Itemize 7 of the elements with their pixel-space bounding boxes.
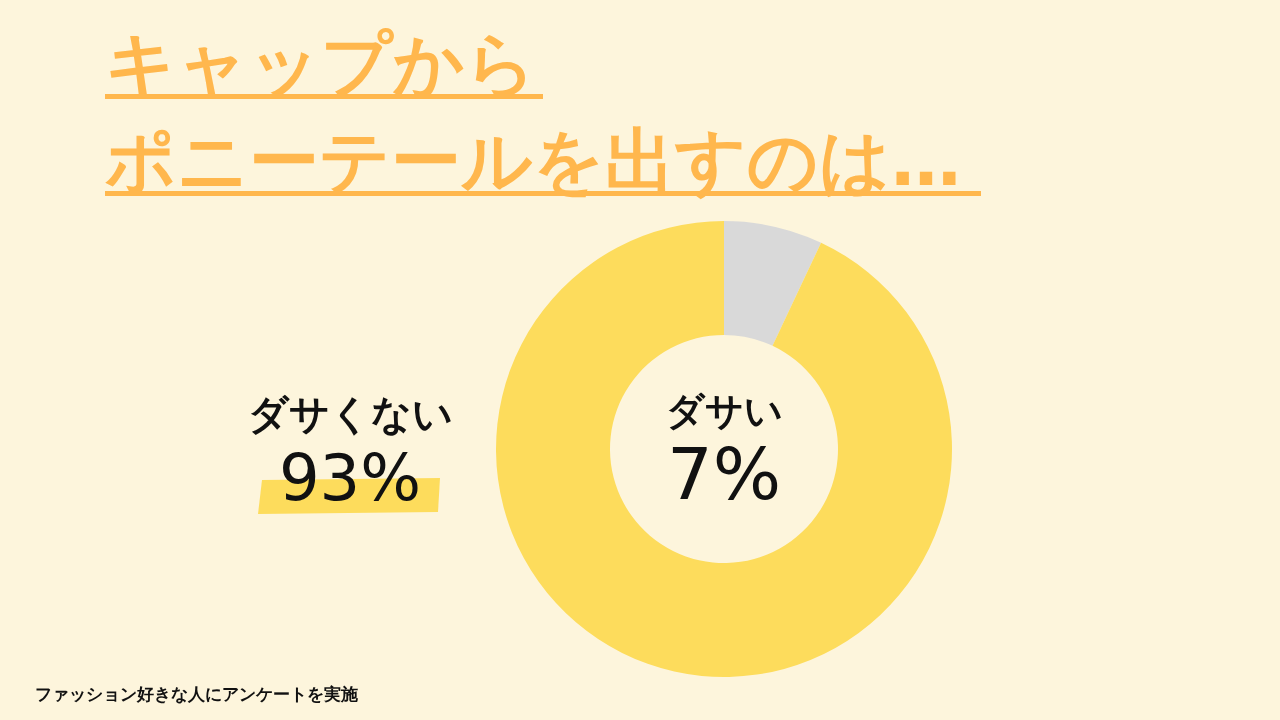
- data-label: 93%: [278, 441, 422, 515]
- donut-slice: [724, 221, 822, 346]
- text: ファッション好きな人にアンケートを実施: [35, 684, 359, 704]
- data-label: 7%: [666, 432, 782, 516]
- slice-label: ダサい: [665, 389, 783, 433]
- donut-slice: [496, 221, 952, 677]
- slice-label: ダサくない: [247, 391, 453, 437]
